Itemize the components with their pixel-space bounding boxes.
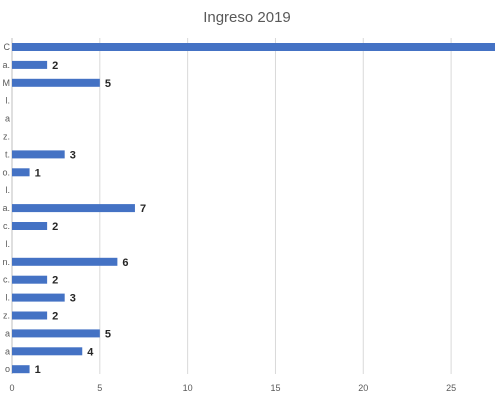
category-label: a bbox=[5, 328, 10, 338]
bar bbox=[12, 347, 83, 356]
category-label: C bbox=[4, 42, 11, 52]
data-label: 6 bbox=[122, 257, 128, 269]
x-tick-label: 25 bbox=[446, 383, 456, 393]
data-label: 4 bbox=[87, 346, 94, 358]
bar bbox=[12, 168, 30, 177]
data-label: 2 bbox=[52, 311, 58, 323]
category-label: o. bbox=[2, 167, 10, 177]
bar bbox=[12, 329, 100, 338]
category-label: c. bbox=[3, 275, 10, 285]
x-tick-label: 15 bbox=[270, 383, 280, 393]
bar bbox=[12, 222, 48, 230]
category-label: l. bbox=[6, 185, 11, 195]
bar bbox=[12, 257, 118, 266]
data-label: 3 bbox=[70, 149, 76, 161]
category-label: t. bbox=[5, 149, 10, 159]
bar bbox=[12, 43, 495, 51]
data-label: 1 bbox=[35, 364, 41, 376]
bar bbox=[12, 150, 65, 159]
bar bbox=[12, 204, 135, 213]
category-label: l. bbox=[6, 239, 11, 249]
category-label: n. bbox=[2, 257, 10, 267]
category-label: a bbox=[5, 346, 10, 356]
bar bbox=[12, 293, 65, 302]
data-label: 2 bbox=[52, 221, 58, 233]
bar bbox=[12, 78, 100, 87]
data-label: 5 bbox=[105, 328, 111, 340]
category-label: M bbox=[3, 78, 11, 88]
category-label: z. bbox=[3, 132, 10, 142]
category-label: o bbox=[5, 364, 10, 374]
x-tick-label: 20 bbox=[358, 383, 368, 393]
data-label: 2 bbox=[52, 275, 58, 287]
bar bbox=[12, 365, 30, 374]
data-label: 3 bbox=[70, 293, 76, 305]
data-label: 5 bbox=[105, 78, 111, 90]
data-label: 2 bbox=[52, 60, 58, 72]
x-tick-label: 0 bbox=[9, 383, 14, 393]
category-label: a. bbox=[2, 60, 10, 70]
x-tick-label: 10 bbox=[183, 383, 193, 393]
category-label: a. bbox=[2, 203, 10, 213]
chart-title: Ingreso 2019 bbox=[203, 9, 291, 26]
category-label: l. bbox=[6, 293, 11, 303]
category-label: c. bbox=[3, 221, 10, 231]
bar bbox=[12, 275, 48, 284]
category-label: a bbox=[5, 114, 10, 124]
data-label: 1 bbox=[35, 167, 41, 179]
x-tick-label: 5 bbox=[97, 383, 102, 393]
data-label: 7 bbox=[140, 203, 146, 215]
bar bbox=[12, 60, 48, 69]
bar bbox=[12, 311, 48, 320]
category-label: z. bbox=[3, 311, 10, 321]
category-label: l. bbox=[6, 96, 11, 106]
